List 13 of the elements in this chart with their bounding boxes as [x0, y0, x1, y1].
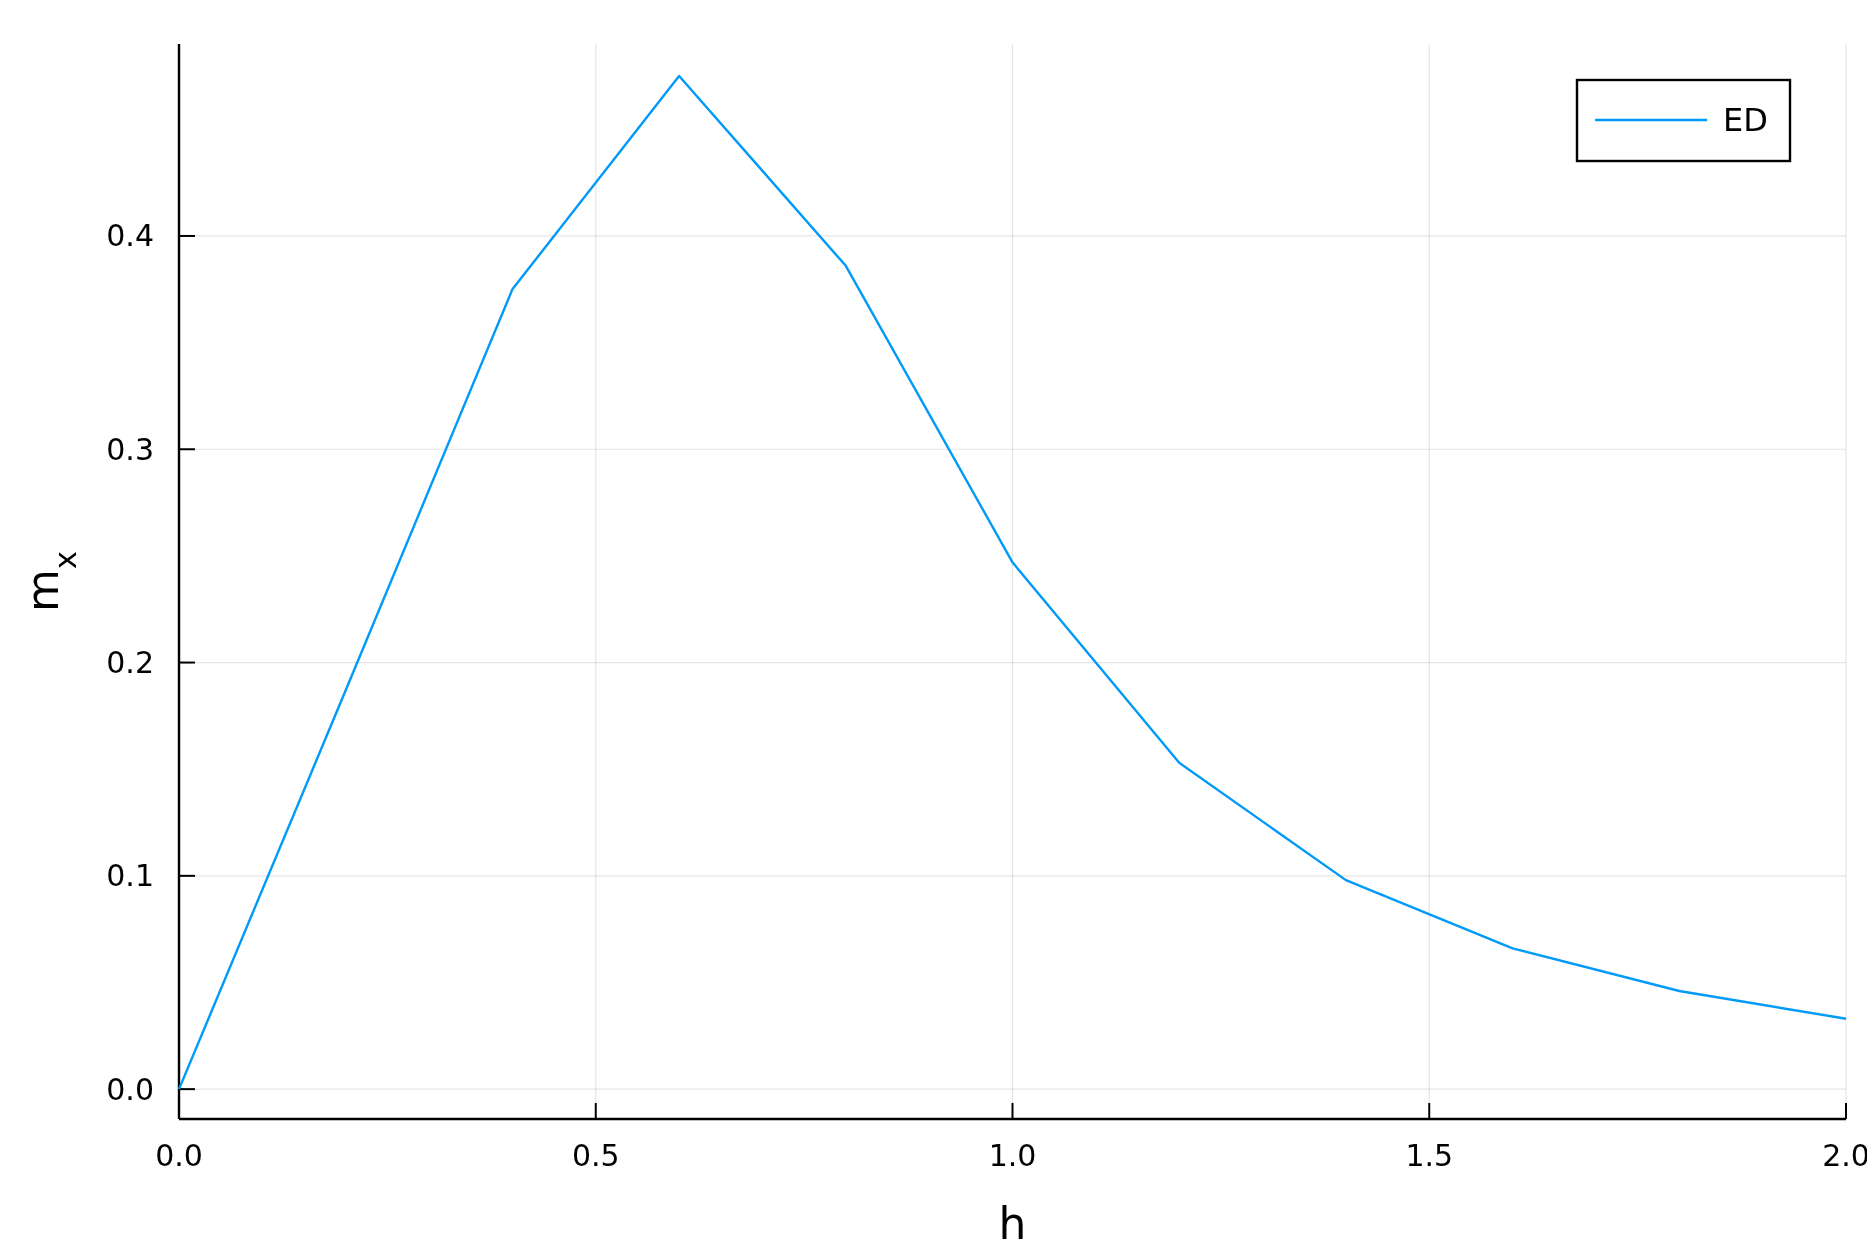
x-axis-title: h: [998, 1198, 1027, 1249]
x-tick-label: 0.5: [571, 1138, 620, 1173]
y-tick-label: 0.3: [106, 431, 154, 467]
line-series: [177, 74, 1848, 1091]
y-tick-label: 0.1: [106, 858, 154, 894]
y-tick-label: 0.2: [106, 645, 154, 681]
y-tick-label: 0.4: [106, 218, 154, 254]
x-tick-label: 1.5: [1405, 1138, 1454, 1173]
legend-label: ED: [1723, 101, 1768, 140]
x-tick-label: 1.0: [988, 1138, 1037, 1173]
y-tick-label: 0.0: [106, 1071, 154, 1107]
x-tick-label: 2.0: [1822, 1138, 1870, 1173]
x-tick-label: 0.0: [155, 1138, 203, 1173]
